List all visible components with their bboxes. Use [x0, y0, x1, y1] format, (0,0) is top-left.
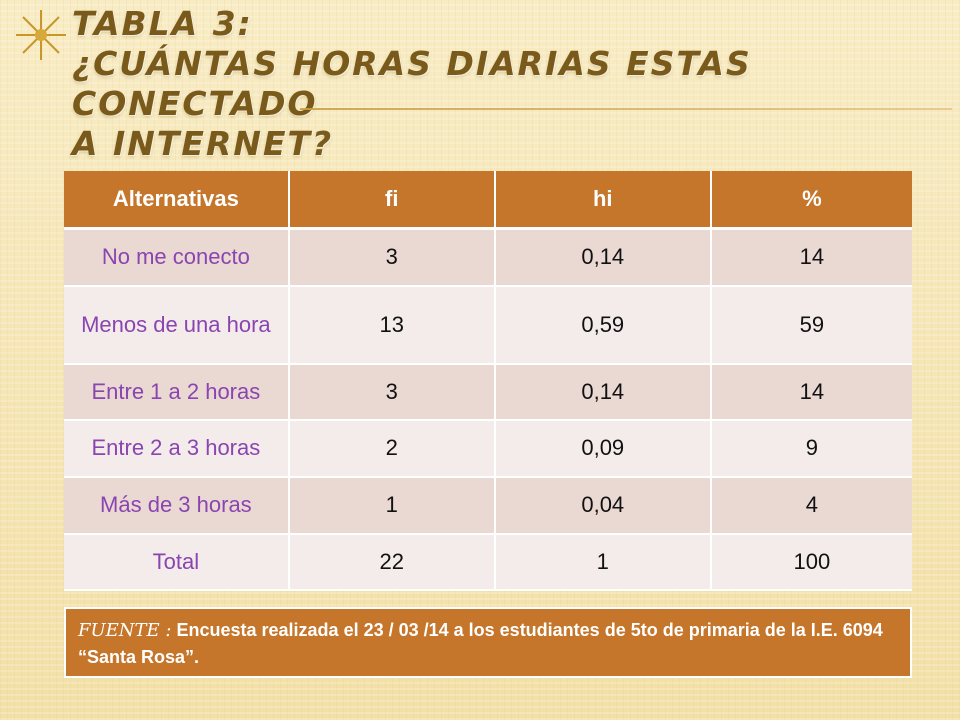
title-line-2: ¿cuántas horas diarias estas conectado — [72, 44, 752, 123]
cell-percent: 9 — [710, 419, 912, 478]
source-label: FUENTE : — [78, 620, 172, 641]
cell-alternativa: Entre 2 a 3 horas — [64, 419, 290, 478]
cell-percent: 14 — [710, 363, 912, 421]
cell-hi: 0,14 — [494, 228, 712, 287]
title-line-1: Tabla 3: — [72, 4, 253, 43]
title-underline — [300, 108, 952, 110]
frequency-table: Alternativas fi hi % No me conecto 3 0,1… — [64, 171, 912, 591]
header-alternativas: Alternativas — [64, 171, 290, 230]
slide-title: Tabla 3: ¿cuántas horas diarias estas co… — [72, 4, 952, 164]
cell-alternativa: Entre 1 a 2 horas — [64, 363, 290, 421]
cell-fi: 3 — [288, 228, 496, 287]
cell-hi: 0,14 — [494, 363, 712, 421]
cell-hi: 0,09 — [494, 419, 712, 478]
table-row: Más de 3 horas 1 0,04 4 — [64, 476, 912, 535]
table-row: Entre 2 a 3 horas 2 0,09 9 — [64, 419, 912, 478]
header-fi: fi — [288, 171, 496, 230]
table-total-row: Total 22 1 100 — [64, 533, 912, 591]
header-percent: % — [710, 171, 912, 230]
cell-hi: 0,59 — [494, 285, 712, 365]
cell-alternativa-text: Menos de una hora — [81, 311, 271, 337]
source-text: Encuesta realizada el 23 / 03 /14 a los … — [78, 620, 883, 667]
cell-alternativa: Más de 3 horas — [64, 476, 290, 535]
cell-percent: 59 — [710, 285, 912, 365]
cell-percent: 4 — [710, 476, 912, 535]
table-row: Menos de una hora 13 0,59 59 — [64, 285, 912, 365]
star-icon — [16, 10, 66, 60]
header-hi: hi — [494, 171, 712, 230]
cell-fi: 1 — [288, 476, 496, 535]
cell-fi: 22 — [288, 533, 496, 591]
title-line-3: a internet? — [72, 124, 334, 163]
source-note: FUENTE : Encuesta realizada el 23 / 03 /… — [64, 607, 912, 678]
cell-fi: 2 — [288, 419, 496, 478]
cell-hi: 1 — [494, 533, 712, 591]
cell-hi: 0,04 — [494, 476, 712, 535]
cell-alternativa: No me conecto — [64, 228, 290, 287]
table-header-row: Alternativas fi hi % — [64, 171, 912, 230]
cell-percent: 100 — [710, 533, 912, 591]
cell-alternativa: Menos de una hora — [64, 285, 290, 365]
cell-percent: 14 — [710, 228, 912, 287]
cell-total-label: Total — [64, 533, 290, 591]
table-row: Entre 1 a 2 horas 3 0,14 14 — [64, 363, 912, 421]
cell-fi: 13 — [288, 285, 496, 365]
table-row: No me conecto 3 0,14 14 — [64, 228, 912, 287]
cell-fi: 3 — [288, 363, 496, 421]
